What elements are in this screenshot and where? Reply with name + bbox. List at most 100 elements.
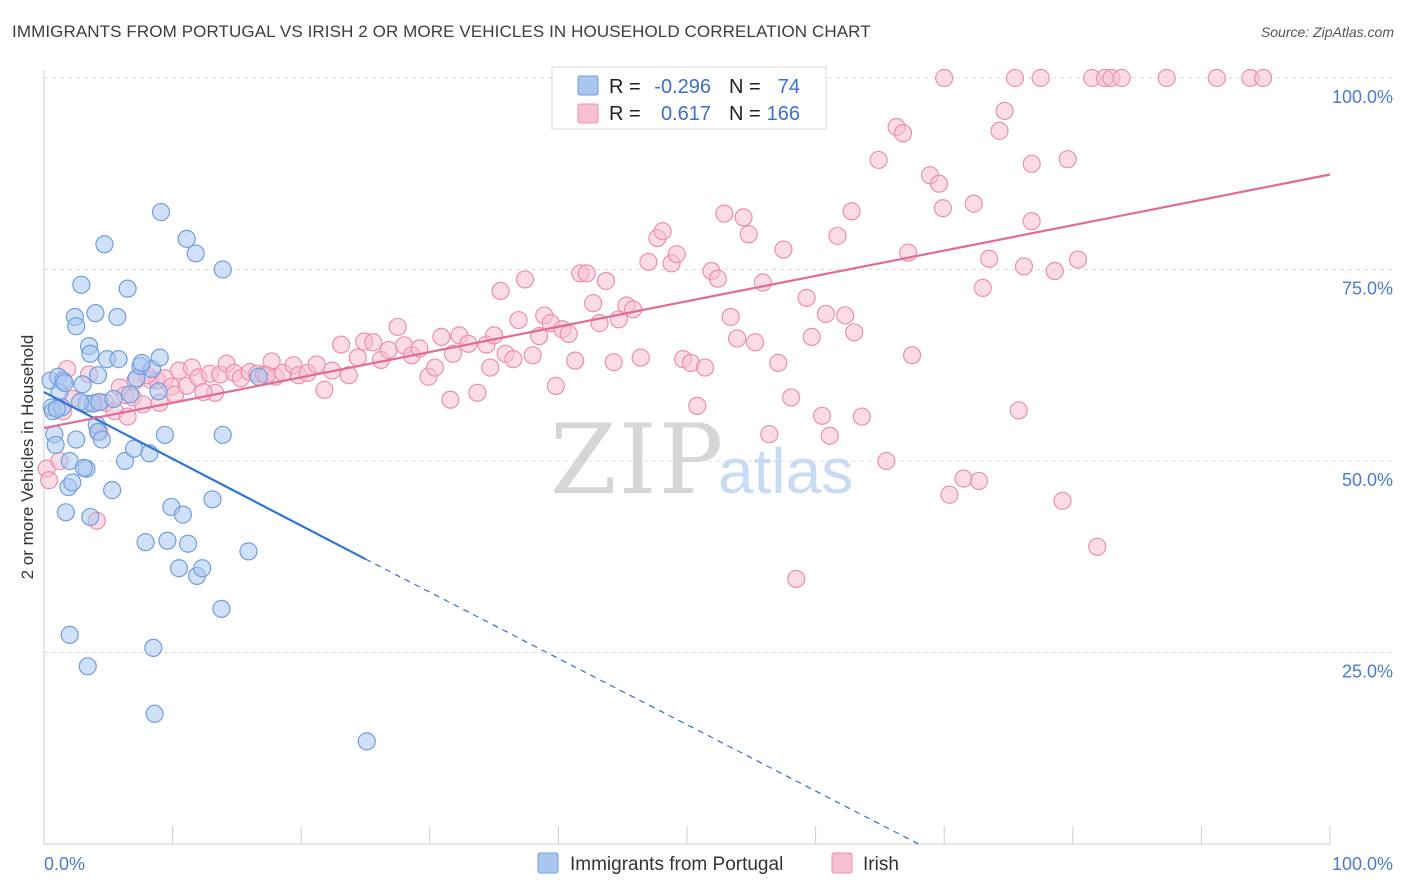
irish-point (935, 68, 954, 88)
irish-point (845, 323, 864, 342)
irish-point (1058, 150, 1077, 169)
y-tick-label: 50.0% (1342, 470, 1393, 490)
legend-r-value-1: -0.296 (654, 76, 711, 98)
irish-point (1088, 537, 1107, 556)
irish-point (828, 226, 847, 245)
portugal-point (150, 348, 169, 367)
irish-point (1053, 491, 1072, 510)
irish-point (623, 300, 643, 319)
portugal-point (103, 481, 122, 500)
portugal-point (92, 430, 111, 449)
irish-point (667, 245, 686, 264)
irish-point (787, 569, 806, 589)
portugal-point (151, 202, 171, 222)
portugal-point (56, 503, 75, 522)
portugal-point (173, 505, 192, 524)
portugal-point (108, 307, 127, 327)
series-legend: Immigrants from Portugal Irish (537, 852, 899, 875)
legend-r-label-1: R = (609, 76, 641, 98)
portugal-point (63, 473, 82, 492)
portugal-point (213, 260, 232, 279)
irish-point (708, 269, 727, 288)
irish-point (441, 390, 460, 409)
portugal-point (81, 507, 100, 527)
irish-point (596, 271, 616, 291)
irish-point (1014, 257, 1034, 276)
irish-point (315, 380, 334, 399)
portugal-point (86, 304, 105, 323)
legend-n-value-2: 166 (767, 103, 800, 125)
irish-point (425, 358, 445, 377)
legend-n-value-1: 74 (778, 76, 800, 98)
irish-point (715, 204, 734, 223)
irish-point (1157, 68, 1176, 88)
stats-legend: R = -0.296 N = 74 R = 0.617 N = 166 (551, 66, 827, 130)
irish-point (728, 329, 747, 348)
irish-point (1022, 212, 1041, 231)
irish-point (1022, 154, 1041, 173)
irish-point (604, 353, 623, 372)
irish-point (721, 307, 740, 327)
irish-point (940, 485, 959, 504)
y-axis-label: 2 or more Vehicles in Household (18, 335, 37, 580)
irish-point (877, 451, 896, 471)
bottom-legend-label-portugal: Immigrants from Portugal (570, 854, 783, 875)
x-tick-label-max: 100.0% (1332, 854, 1393, 874)
irish-point (1031, 68, 1050, 88)
irish-point (1045, 261, 1064, 281)
irish-point (566, 351, 585, 370)
watermark-zip: ZIP (550, 404, 725, 516)
y-tick-label: 75.0% (1342, 279, 1393, 299)
portugal-point (115, 451, 135, 471)
irish-point (893, 124, 913, 143)
irish-point (379, 340, 398, 360)
irish-point (739, 225, 758, 244)
irish-point (954, 469, 973, 488)
irish-point (1254, 68, 1273, 88)
bottom-legend-swatch-irish (831, 852, 853, 874)
portugal-trend-extension (365, 558, 919, 845)
irish-point (504, 350, 523, 369)
irish-point (973, 278, 992, 297)
portugal-point (74, 458, 93, 477)
irish-point (468, 383, 487, 402)
source-label: Source: ZipAtlas.com (1260, 24, 1394, 40)
portugal-point (72, 275, 91, 294)
irish-point (1009, 401, 1028, 420)
irish-point (577, 264, 596, 283)
irish-point (812, 406, 832, 425)
portugal-point (144, 638, 163, 658)
irish-point (782, 388, 801, 407)
y-tick-label: 100.0% (1332, 87, 1393, 107)
portugal-point (67, 430, 86, 449)
irish-point (990, 121, 1009, 140)
irish-point (695, 358, 715, 377)
irish-point (443, 344, 463, 363)
portugal-point (169, 559, 189, 578)
portugal-point (73, 375, 92, 394)
portugal-point (249, 367, 268, 386)
portugal-point (203, 490, 222, 509)
irish-point (559, 324, 578, 343)
bottom-legend-label-irish: Irish (863, 854, 899, 875)
portugal-point (46, 435, 65, 455)
portugal-point (78, 657, 97, 676)
portugal-point (158, 531, 177, 550)
legend-swatch-portugal (577, 75, 599, 96)
irish-point (432, 327, 451, 347)
series-irish-points (37, 68, 1273, 589)
irish-point (364, 333, 383, 352)
y-tick-label: 25.0% (1342, 662, 1393, 682)
irish-point (836, 306, 855, 325)
irish-point (331, 335, 351, 354)
x-tick-label-min: 0.0% (44, 854, 85, 874)
portugal-point (118, 279, 137, 298)
portugal-point (81, 344, 100, 363)
irish-point (797, 288, 816, 307)
irish-point (869, 150, 888, 170)
portugal-point (95, 235, 114, 254)
legend-r-value-2: 0.617 (661, 103, 711, 125)
portugal-point (193, 559, 212, 578)
legend-n-label-1: N = (729, 76, 761, 98)
irish-point (969, 471, 989, 491)
